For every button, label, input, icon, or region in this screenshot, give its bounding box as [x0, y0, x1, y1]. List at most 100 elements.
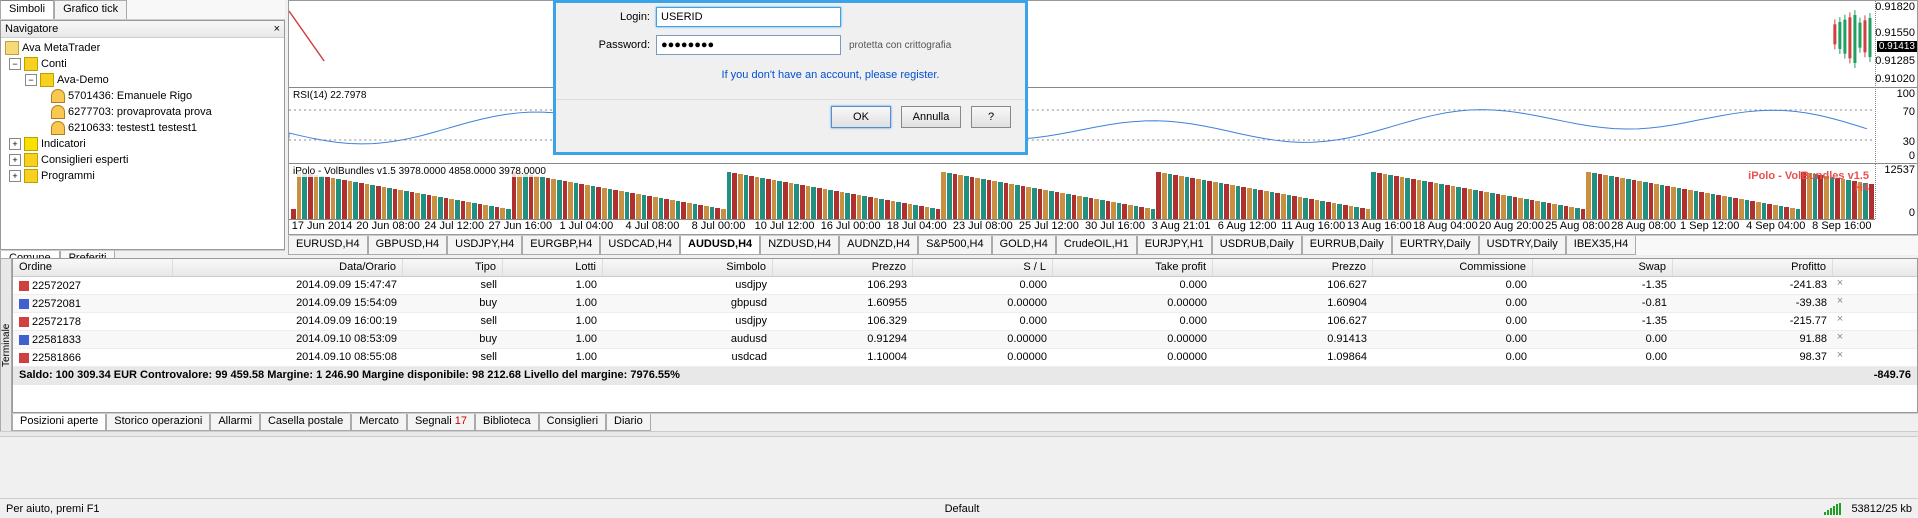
terminal-label[interactable]: Terminale — [0, 258, 12, 433]
symbol-tab[interactable]: EURUSD,H4 — [288, 236, 368, 255]
price-chart[interactable] — [289, 1, 1875, 86]
buy-icon — [19, 335, 29, 345]
terminal-tab[interactable]: Posizioni aperte — [12, 414, 106, 431]
register-link[interactable]: If you don't have an account, please reg… — [566, 63, 1015, 95]
tree-root[interactable]: Ava MetaTrader — [1, 40, 284, 56]
rsi-label: RSI(14) 22.7978 — [293, 90, 366, 101]
tree-indicatori[interactable]: +Indicatori — [1, 136, 284, 152]
tab-simboli[interactable]: Simboli — [0, 0, 54, 19]
login-input[interactable] — [656, 7, 841, 27]
expand-icon[interactable]: + — [9, 154, 21, 166]
password-input[interactable] — [656, 35, 841, 55]
connection-bars-icon — [1824, 503, 1841, 515]
expert-icon — [24, 153, 38, 167]
sell-icon — [19, 353, 29, 363]
col-header[interactable]: Commissione — [1373, 259, 1533, 276]
table-row[interactable]: 225720272014.09.09 15:47:47sell1.00usdjp… — [13, 277, 1917, 295]
terminal-tab[interactable]: Casella postale — [260, 414, 351, 431]
symbol-tab[interactable]: EURJPY,H1 — [1137, 236, 1212, 255]
rsi-panel[interactable]: RSI(14) 22.7978 — [289, 87, 1875, 162]
col-header[interactable]: Profitto — [1673, 259, 1833, 276]
symbol-tab[interactable]: USDCAD,H4 — [600, 236, 680, 255]
close-icon[interactable]: × — [274, 23, 280, 35]
terminal-tab[interactable]: Storico operazioni — [106, 414, 210, 431]
symbol-tab[interactable]: GOLD,H4 — [992, 236, 1056, 255]
col-header[interactable]: Tipo — [403, 259, 503, 276]
symbol-tab[interactable]: AUDUSD,H4 — [680, 236, 760, 255]
collapse-icon[interactable]: − — [25, 74, 37, 86]
help-button[interactable]: ? — [971, 106, 1011, 128]
col-header[interactable]: Prezzo — [773, 259, 913, 276]
col-header[interactable]: Swap — [1533, 259, 1673, 276]
orders-table: OrdineData/OrarioTipoLottiSimboloPrezzoS… — [12, 258, 1918, 413]
cancel-button[interactable]: Annulla — [901, 106, 961, 128]
symbol-tab[interactable]: GBPUSD,H4 — [368, 236, 448, 255]
sell-icon — [19, 317, 29, 327]
symbol-tab[interactable]: AUDNZD,H4 — [839, 236, 918, 255]
symbol-tab[interactable]: NZDUSD,H4 — [760, 236, 839, 255]
close-order-icon[interactable]: × — [1833, 313, 1847, 330]
indicator-icon — [24, 137, 38, 151]
terminal-tab[interactable]: Biblioteca — [475, 414, 539, 431]
symbol-tab[interactable]: EURTRY,Daily — [1392, 236, 1479, 255]
folder-icon — [5, 41, 19, 55]
top-tabs: Simboli Grafico tick — [0, 0, 285, 20]
symbol-tab[interactable]: EURGBP,H4 — [522, 236, 600, 255]
col-header[interactable]: Prezzo — [1213, 259, 1373, 276]
symbol-tab[interactable]: IBEX35,H4 — [1566, 236, 1636, 255]
table-row[interactable]: 225721782014.09.09 16:00:19sell1.00usdjp… — [13, 313, 1917, 331]
expand-icon[interactable]: + — [9, 138, 21, 150]
tree-consiglieri[interactable]: +Consiglieri esperti — [1, 152, 284, 168]
tab-grafico-tick[interactable]: Grafico tick — [54, 0, 127, 19]
navigator-header: Navigatore × — [1, 21, 284, 38]
status-profile[interactable]: Default — [945, 503, 980, 515]
close-order-icon[interactable]: × — [1833, 295, 1847, 312]
col-header[interactable]: Ordine — [13, 259, 173, 276]
collapse-icon[interactable]: − — [9, 58, 21, 70]
terminal-tabs: Posizioni aperteStorico operazioniAllarm… — [12, 413, 1918, 431]
ok-button[interactable]: OK — [831, 106, 891, 128]
close-order-icon[interactable]: × — [1833, 277, 1847, 294]
tree-avademo[interactable]: −Ava-Demo — [1, 72, 284, 88]
table-row[interactable]: 225818662014.09.10 08:55:08sell1.00usdca… — [13, 349, 1917, 367]
chart-area: 0.91820 0.91550 0.91413 0.91285 0.91020 … — [288, 0, 1918, 235]
tree-account[interactable]: 6210633: testest1 testest1 — [1, 120, 284, 136]
table-row[interactable]: 225720812014.09.09 15:54:09buy1.00gbpusd… — [13, 295, 1917, 313]
terminal-tab[interactable]: Mercato — [351, 414, 407, 431]
close-order-icon[interactable]: × — [1833, 331, 1847, 348]
expand-icon[interactable]: + — [9, 170, 21, 182]
symbol-tab[interactable]: USDRUB,Daily — [1212, 236, 1302, 255]
col-header[interactable]: S / L — [913, 259, 1053, 276]
table-row[interactable]: 225818332014.09.10 08:53:09buy1.00audusd… — [13, 331, 1917, 349]
tree-programmi[interactable]: +Programmi — [1, 168, 284, 184]
symbol-tab[interactable]: CrudeOIL,H1 — [1056, 236, 1137, 255]
symbol-tab[interactable]: USDTRY,Daily — [1479, 236, 1566, 255]
col-header[interactable]: Data/Orario — [173, 259, 403, 276]
terminal-tab[interactable]: Allarmi — [210, 414, 260, 431]
tree-account[interactable]: 5701436: Emanuele Rigo — [1, 88, 284, 104]
col-header[interactable]: Simbolo — [603, 259, 773, 276]
symbol-tab[interactable]: USDJPY,H4 — [447, 236, 522, 255]
user-icon — [51, 121, 65, 135]
col-header[interactable]: Take profit — [1053, 259, 1213, 276]
terminal-tab[interactable]: Diario — [606, 414, 651, 431]
symbol-tabs: EURUSD,H4GBPUSD,H4USDJPY,H4EURGBP,H4USDC… — [288, 235, 1918, 255]
accounts-icon — [24, 57, 38, 71]
user-icon — [51, 105, 65, 119]
close-order-icon[interactable]: × — [1833, 349, 1847, 366]
terminal-tab[interactable]: Segnali 17 — [407, 414, 475, 431]
sell-icon — [19, 281, 29, 291]
navigator-title: Navigatore — [5, 23, 58, 35]
volume-panel[interactable]: iPolo - VolBundles v1.5 3978.0000 4858.0… — [289, 163, 1875, 219]
tree-account[interactable]: 6277703: provaprovata prova — [1, 104, 284, 120]
tree-conti[interactable]: −Conti — [1, 56, 284, 72]
buy-icon — [19, 299, 29, 309]
login-label: Login: — [566, 11, 656, 23]
price-scale: 0.91820 0.91550 0.91413 0.91285 0.91020 — [1875, 1, 1917, 86]
symbol-tab[interactable]: S&P500,H4 — [918, 236, 991, 255]
symbol-tab[interactable]: EURRUB,Daily — [1302, 236, 1392, 255]
status-connection[interactable]: 53812/25 kb — [1824, 503, 1912, 515]
col-header[interactable]: Lotti — [503, 259, 603, 276]
separator[interactable] — [0, 431, 1918, 437]
terminal-tab[interactable]: Consiglieri — [539, 414, 606, 431]
